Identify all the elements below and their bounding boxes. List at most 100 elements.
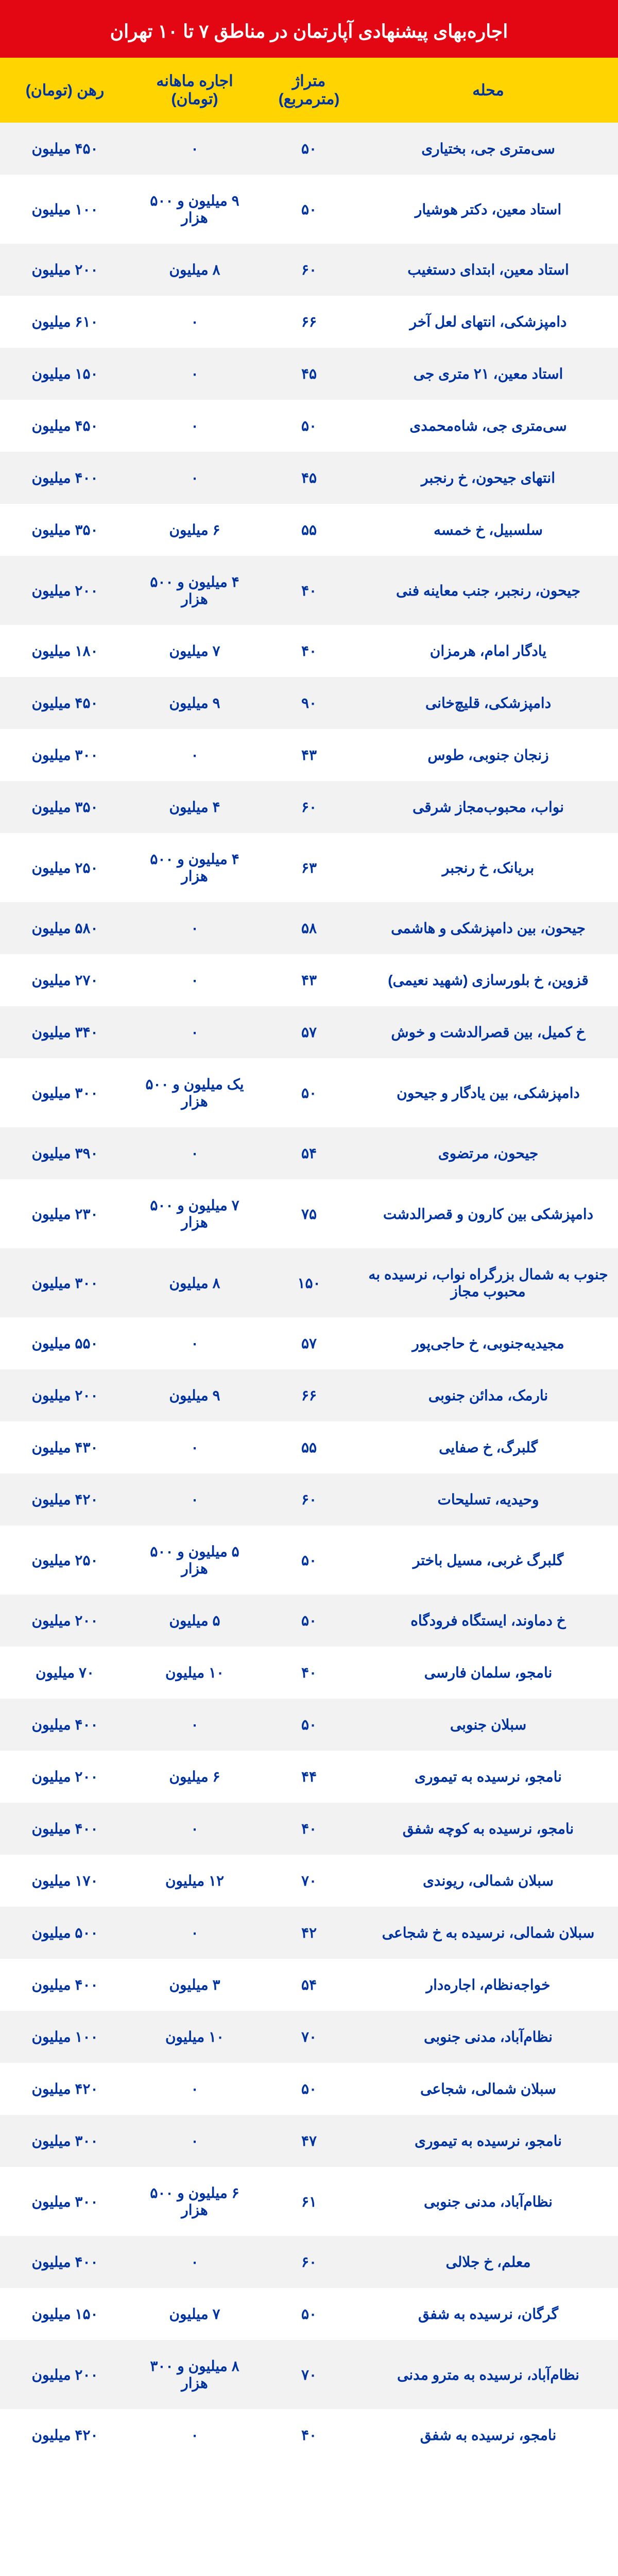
cell-deposit: ۶۱۰ میلیون [0,296,130,348]
cell-rent: ۷ میلیون و ۵۰۰ هزار [130,1179,260,1248]
cell-rent: ۰ [130,902,260,954]
cell-deposit: ۳۴۰ میلیون [0,1006,130,1058]
cell-rent: ۰ [130,452,260,504]
cell-area: ۶۳ [260,833,358,902]
table-row: نظام‌آباد، مدنی جنوبی۷۰۱۰ میلیون۱۰۰ میلی… [0,2011,618,2063]
table-row: سبلان جنوبی۵۰۰۴۰۰ میلیون [0,1699,618,1751]
cell-neighborhood: نظام‌آباد، نرسیده به مترو مدنی [358,2340,618,2409]
table-body: سی‌متری جی، بختیاری۵۰۰۴۵۰ میلیوناستاد مع… [0,123,618,2461]
cell-neighborhood: نامجو، نرسیده به تیموری [358,1751,618,1803]
cell-rent: ۰ [130,1907,260,1959]
cell-neighborhood: نظام‌آباد، مدنی جنوبی [358,2011,618,2063]
cell-area: ۶۰ [260,781,358,833]
cell-area: ۶۱ [260,2167,358,2236]
cell-rent: ۰ [130,123,260,175]
cell-area: ۵۷ [260,1006,358,1058]
cell-rent: ۰ [130,2409,260,2461]
cell-area: ۴۴ [260,1751,358,1803]
cell-neighborhood: یادگار امام، هرمزان [358,625,618,677]
cell-deposit: ۴۰۰ میلیون [0,452,130,504]
table-row: انتهای جیحون، خ رنجبر۴۵۰۴۰۰ میلیون [0,452,618,504]
cell-area: ۵۷ [260,1317,358,1369]
cell-deposit: ۲۵۰ میلیون [0,1526,130,1595]
table-row: وحیدیه، تسلیحات۶۰۰۴۲۰ میلیون [0,1473,618,1526]
cell-area: ۵۰ [260,175,358,244]
cell-rent: ۷ میلیون [130,2288,260,2340]
cell-deposit: ۴۵۰ میلیون [0,400,130,452]
cell-neighborhood: دامپزشکی، انتهای لعل آخر [358,296,618,348]
cell-deposit: ۳۰۰ میلیون [0,2115,130,2167]
cell-deposit: ۲۵۰ میلیون [0,833,130,902]
cell-deposit: ۴۲۰ میلیون [0,2409,130,2461]
cell-deposit: ۲۷۰ میلیون [0,954,130,1006]
table-row: نامجو، سلمان فارسی۴۰۱۰ میلیون۷۰ میلیون [0,1647,618,1699]
cell-area: ۶۰ [260,244,358,296]
cell-rent: ۸ میلیون و ۳۰۰ هزار [130,2340,260,2409]
table-title: اجاره‌بهای پیشنهادی آپارتمان در مناطق ۷ … [0,10,618,58]
table-row: سبلان شمالی، نرسیده به خ شجاعی۴۲۰۵۰۰ میل… [0,1907,618,1959]
cell-area: ۹۰ [260,677,358,729]
cell-deposit: ۵۰۰ میلیون [0,1907,130,1959]
table-row: معلم، خ جلالی۶۰۰۴۰۰ میلیون [0,2236,618,2288]
cell-rent: ۰ [130,348,260,400]
cell-rent: ۱۰ میلیون [130,1647,260,1699]
cell-deposit: ۲۳۰ میلیون [0,1179,130,1248]
cell-neighborhood: استاد معین، ابتدای دستغیب [358,244,618,296]
cell-area: ۷۰ [260,2340,358,2409]
cell-neighborhood: سبلان شمالی، ریوندی [358,1855,618,1907]
table-row: استاد معین، ابتدای دستغیب۶۰۸ میلیون۲۰۰ م… [0,244,618,296]
table-row: نواب، محبوب‌مجاز شرقی۶۰۴ میلیون۳۵۰ میلیو… [0,781,618,833]
table-row: دامپزشکی، انتهای لعل آخر۶۶۰۶۱۰ میلیون [0,296,618,348]
cell-area: ۷۵ [260,1179,358,1248]
table-row: خواجه‌نظام، اجاره‌دار۵۴۳ میلیون۴۰۰ میلیو… [0,1959,618,2011]
table-row: نامجو، نرسیده به تیموری۴۷۰۳۰۰ میلیون [0,2115,618,2167]
cell-neighborhood: سبلان جنوبی [358,1699,618,1751]
cell-neighborhood: جنوب به شمال بزرگراه نواب، نرسیده به محب… [358,1248,618,1317]
cell-rent: ۹ میلیون [130,677,260,729]
cell-neighborhood: نارمک، مدائن جنوبی [358,1369,618,1421]
cell-rent: ۴ میلیون و ۵۰۰ هزار [130,556,260,625]
cell-neighborhood: دامپزشکی، قلیچ‌خانی [358,677,618,729]
table-row: جیحون، رنجبر، جنب معاینه فنی۴۰۴ میلیون و… [0,556,618,625]
table-row: جیحون، مرتضوی۵۴۰۳۹۰ میلیون [0,1127,618,1179]
cell-neighborhood: جیحون، مرتضوی [358,1127,618,1179]
cell-neighborhood: سبلان شمالی، شجاعی [358,2063,618,2115]
table-header-row: محله متراژ (مترمربع) اجاره ماهانه (تومان… [0,58,618,123]
cell-deposit: ۴۳۰ میلیون [0,1421,130,1473]
cell-rent: یک میلیون و ۵۰۰ هزار [130,1058,260,1127]
table-row: سی‌متری جی، بختیاری۵۰۰۴۵۰ میلیون [0,123,618,175]
cell-deposit: ۷۰ میلیون [0,1647,130,1699]
cell-rent: ۰ [130,2063,260,2115]
cell-neighborhood: استاد معین، ۲۱ متری جی [358,348,618,400]
cell-rent: ۰ [130,400,260,452]
cell-deposit: ۳۰۰ میلیون [0,1058,130,1127]
cell-deposit: ۲۰۰ میلیون [0,2340,130,2409]
cell-neighborhood: خ دماوند، ایستگاه فرودگاه [358,1595,618,1647]
table-row: نامجو، نرسیده به کوچه شفق۴۰۰۴۰۰ میلیون [0,1803,618,1855]
cell-neighborhood: سی‌متری جی، بختیاری [358,123,618,175]
cell-deposit: ۳۰۰ میلیون [0,2167,130,2236]
table-row: سبلان شمالی، ریوندی۷۰۱۲ میلیون۱۷۰ میلیون [0,1855,618,1907]
cell-rent: ۹ میلیون [130,1369,260,1421]
table-row: خ کمیل، بین قصرالدشت و خوش۵۷۰۳۴۰ میلیون [0,1006,618,1058]
cell-rent: ۰ [130,1699,260,1751]
cell-area: ۶۰ [260,1473,358,1526]
table-row: جیحون، بین دامپزشکی و هاشمی۵۸۰۵۸۰ میلیون [0,902,618,954]
cell-rent: ۰ [130,1127,260,1179]
table-row: نامجو، نرسیده به شفق۴۰۰۴۲۰ میلیون [0,2409,618,2461]
cell-deposit: ۱۵۰ میلیون [0,2288,130,2340]
cell-neighborhood: نامجو، نرسیده به کوچه شفق [358,1803,618,1855]
cell-deposit: ۳۰۰ میلیون [0,729,130,781]
cell-deposit: ۵۸۰ میلیون [0,902,130,954]
cell-neighborhood: قزوین، خ بلورسازی (شهید نعیمی) [358,954,618,1006]
table-row: بریانک، خ رنجبر۶۳۴ میلیون و ۵۰۰ هزار۲۵۰ … [0,833,618,902]
table-row: استاد معین، ۲۱ متری جی۴۵۰۱۵۰ میلیون [0,348,618,400]
header-rent: اجاره ماهانه (تومان) [130,58,260,123]
table-row: جنوب به شمال بزرگراه نواب، نرسیده به محب… [0,1248,618,1317]
cell-rent: ۸ میلیون [130,244,260,296]
cell-rent: ۵ میلیون [130,1595,260,1647]
cell-area: ۴۰ [260,556,358,625]
cell-rent: ۶ میلیون [130,1751,260,1803]
cell-neighborhood: انتهای جیحون، خ رنجبر [358,452,618,504]
cell-area: ۵۴ [260,1959,358,2011]
